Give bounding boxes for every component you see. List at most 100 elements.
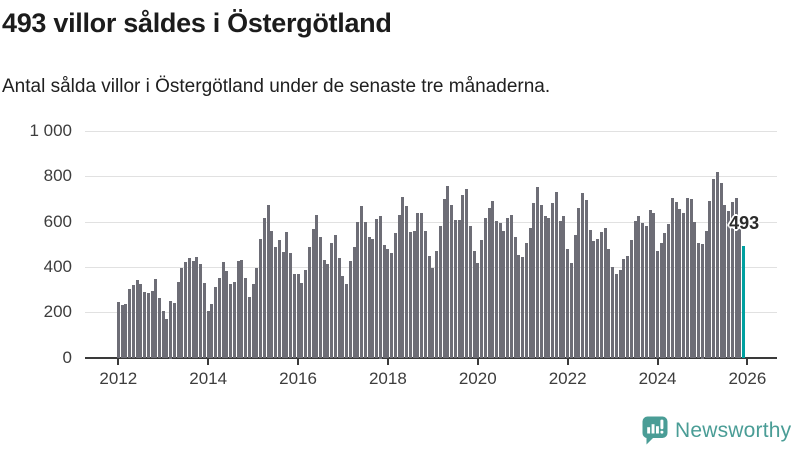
bar (644, 225, 648, 359)
bar (468, 225, 472, 359)
bar (502, 231, 506, 359)
bar (614, 273, 618, 359)
bar (405, 206, 409, 359)
bar (244, 278, 248, 359)
bar (232, 281, 236, 359)
bar (337, 257, 341, 359)
bar (420, 212, 424, 359)
bar (195, 256, 199, 359)
bar (693, 221, 697, 359)
bar (184, 262, 188, 359)
bar (483, 217, 487, 359)
bar (341, 275, 345, 359)
bar (270, 230, 274, 359)
bar (266, 204, 270, 359)
bar (491, 201, 495, 359)
x-tick-label: 2018 (368, 369, 407, 388)
bar (143, 291, 146, 359)
x-tick-label: 2012 (99, 369, 138, 388)
y-tick-label: 0 (62, 347, 72, 367)
bar (566, 248, 570, 359)
bar (217, 278, 221, 359)
bar (498, 223, 502, 359)
chart-title: 493 villor såldes i Östergötland (2, 8, 392, 38)
bar (532, 202, 536, 359)
bar (199, 263, 203, 359)
newsworthy-speech-bubble-bar-chart-icon (642, 416, 668, 445)
bar (611, 267, 615, 359)
x-tick-mark (476, 358, 479, 365)
bar (712, 178, 716, 359)
bar (139, 284, 143, 359)
bar (652, 212, 656, 359)
bar (128, 288, 132, 359)
bar (734, 197, 738, 359)
bar (727, 211, 731, 359)
bar (322, 260, 326, 359)
x-tick-label: 2026 (728, 369, 767, 388)
bar (543, 216, 547, 359)
bar (292, 273, 296, 359)
bar (427, 255, 431, 359)
bar (700, 244, 704, 359)
bar (330, 243, 334, 359)
bar (412, 231, 416, 359)
bar (659, 243, 663, 359)
newsworthy-brand-name: Newsworthy (675, 418, 792, 442)
highlight-value-label: 493 (729, 213, 760, 233)
bar (289, 253, 293, 359)
bar (719, 183, 723, 359)
bar (446, 186, 450, 359)
y-tick-label: 800 (43, 166, 72, 186)
bar (390, 253, 394, 359)
bar (674, 202, 678, 359)
bar (592, 240, 596, 359)
bar (663, 233, 667, 359)
bar (277, 239, 281, 359)
bar (607, 248, 611, 359)
bar (618, 269, 622, 359)
bar (356, 221, 360, 359)
bar (382, 245, 386, 359)
bar (603, 228, 607, 359)
bar (262, 218, 266, 359)
bar (191, 261, 195, 359)
bar (457, 220, 461, 359)
bar (596, 238, 600, 359)
bar (375, 219, 379, 359)
bar (285, 231, 289, 359)
bar (259, 238, 263, 359)
bar (247, 296, 251, 359)
bar (281, 252, 285, 359)
bar (157, 298, 161, 359)
x-tick-label: 2024 (638, 369, 677, 388)
bar (480, 239, 484, 359)
bar (393, 233, 397, 359)
bar (599, 232, 603, 359)
bar (648, 210, 652, 359)
bar (274, 246, 278, 359)
bar (577, 208, 581, 359)
bar (584, 200, 588, 359)
bar (453, 220, 457, 359)
bar (187, 257, 191, 359)
bar (307, 246, 311, 359)
x-tick-mark (386, 358, 389, 365)
x-tick-mark (746, 358, 749, 365)
chart-subtitle: Antal sålda villor i Östergötland under … (2, 76, 551, 97)
bar (371, 238, 375, 359)
bar (551, 202, 555, 359)
bar (131, 284, 135, 359)
x-tick-mark (656, 358, 659, 365)
bar (146, 293, 150, 359)
bar (176, 281, 180, 359)
bar (416, 212, 420, 359)
bar (528, 227, 532, 359)
y-tick-label: 200 (43, 302, 72, 322)
bar (135, 280, 139, 359)
bar (124, 303, 128, 359)
bar (300, 283, 304, 359)
bar (251, 283, 255, 359)
